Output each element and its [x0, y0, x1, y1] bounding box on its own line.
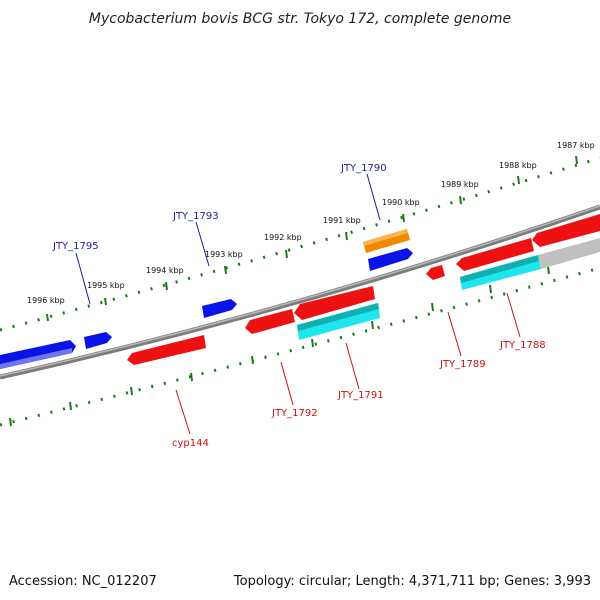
map-title: Mycobacterium bovis BCG str. Tokyo 172, … [89, 11, 511, 27]
feature-cyan-shade [297, 303, 379, 331]
gene-reverse[interactable] [127, 335, 206, 365]
kbp-label: 1989 kbp [441, 180, 479, 189]
gene-forward[interactable] [202, 299, 237, 318]
kbp-labels: 1987 kbp 1988 kbp 1989 kbp 1990 kbp 1991… [27, 141, 595, 305]
gene-label-jty1788[interactable]: JTY_1788 [499, 340, 546, 351]
feature-grey[interactable] [538, 238, 600, 269]
label-leaders [75, 173, 521, 435]
gene-reverse[interactable] [456, 238, 534, 271]
kbp-label: 1990 kbp [382, 198, 420, 207]
gene-reverse[interactable] [426, 265, 445, 280]
gene-label-cyp144[interactable]: cyp144 [172, 438, 209, 449]
kbp-label: 1994 kbp [146, 266, 184, 275]
gene-label-jty1791[interactable]: JTY_1791 [337, 390, 384, 401]
gene-label-jty1793[interactable]: JTY_1793 [172, 211, 219, 222]
genome-backbone-highlight [0, 205, 600, 377]
gene-forward[interactable] [84, 332, 112, 349]
gene-labels: JTY_1790 JTY_1793 JTY_1795 JTY_1789 JTY_… [52, 163, 546, 449]
feature-orange-shade [363, 229, 408, 246]
kbp-label: 1995 kbp [87, 281, 125, 290]
accession-text: Accession: NC_012207 [9, 574, 157, 589]
reverse-genes [127, 214, 600, 365]
gene-label-jty1790[interactable]: JTY_1790 [340, 163, 387, 174]
kbp-label: 1993 kbp [205, 250, 243, 259]
kbp-label: 1988 kbp [499, 161, 537, 170]
outer-major-ticks [46, 155, 578, 322]
gene-forward[interactable] [0, 348, 72, 369]
kbp-label: 1987 kbp [557, 141, 595, 150]
feature-cyan-shade [460, 255, 539, 283]
genome-summary-text: Topology: circular; Length: 4,371,711 bp… [233, 574, 591, 589]
kbp-label: 1991 kbp [323, 216, 361, 225]
gene-reverse[interactable] [245, 309, 295, 334]
gene-label-jty1792[interactable]: JTY_1792 [271, 408, 318, 419]
genome-backbone [0, 204, 600, 380]
inner-major-ticks [9, 265, 550, 427]
kbp-label: 1996 kbp [27, 296, 65, 305]
gene-label-jty1795[interactable]: JTY_1795 [52, 241, 99, 252]
gene-reverse[interactable] [532, 214, 600, 247]
kbp-label: 1992 kbp [264, 233, 302, 242]
gene-forward[interactable] [368, 248, 413, 271]
inner-tick-track [0, 266, 600, 427]
gene-reverse[interactable] [294, 286, 375, 320]
gene-label-jty1789[interactable]: JTY_1789 [439, 359, 486, 370]
forward-genes [0, 248, 413, 369]
